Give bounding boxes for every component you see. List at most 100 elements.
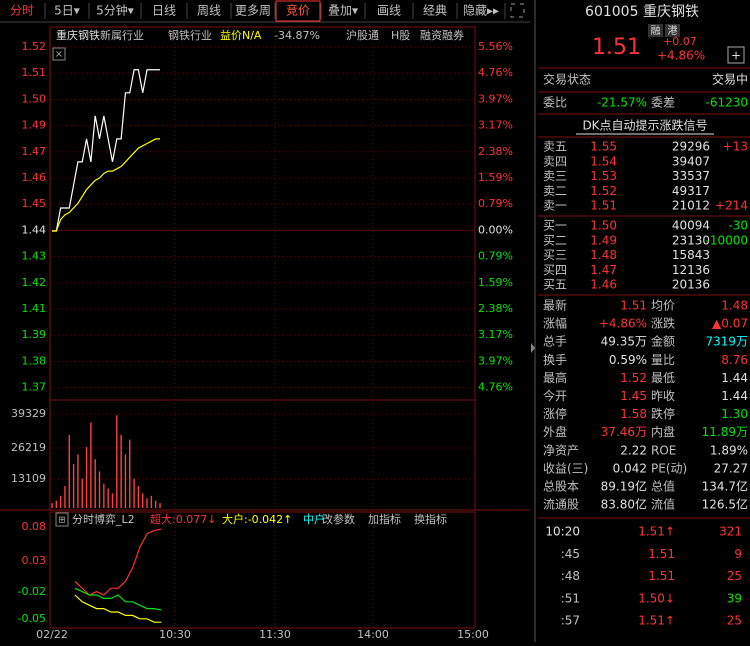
toolbar-tab[interactable]: 隐藏▸▸ [463,4,499,18]
close-box[interactable] [52,47,66,61]
time-tick-label: 15:00 [457,628,489,641]
stat-cell: 27.27 [714,461,748,475]
stat-cell: 1.51 [620,299,647,313]
indicator-button[interactable]: 加指标 [368,512,401,526]
indicator-name: 分时博弈_L2 [72,512,135,526]
stat-cell: 1.30 [721,407,748,421]
stat-cell: 流通股 [543,498,579,512]
tick-cell: 1.51 [648,569,675,583]
order-book-cell: 卖一 [543,199,567,213]
status-label: 交易状态 [543,72,591,87]
volume-tick-label: 13109 [11,472,46,485]
header-tag[interactable]: 融资融券 [420,28,464,42]
indicator-button[interactable]: 改参数 [322,512,355,526]
pct-tick-label: 2.38% [478,302,513,315]
stat-cell: 跌停 [651,406,675,421]
stat-cell: 收益(三) [543,461,588,475]
tick-cell: :48 [561,569,580,583]
header-tag[interactable]: H股 [391,29,410,42]
order-book-cell: 卖四 [543,154,567,168]
signal-link[interactable]: DK点自动提示涨跌信号 [582,118,707,133]
price-tick-label: 1.39 [22,328,47,341]
stat-cell: 1.52 [620,371,647,385]
price-tick-label: 1.52 [22,40,47,53]
close-icon[interactable]: × [55,49,63,60]
stat-cell: 最低 [651,371,675,385]
stat-cell: 外盘 [543,424,567,439]
order-book-cell: 15843 [672,248,710,262]
price-tick-label: 1.44 [22,223,47,236]
indicator-button[interactable]: 换指标 [414,512,447,526]
toolbar-tab[interactable]: 分时 [10,4,34,18]
order-book-cell: 1.49 [590,233,617,247]
stat-cell: 1.45 [620,389,647,403]
fullscreen-icon[interactable] [510,3,525,18]
stat-cell: 最高 [543,370,567,385]
toolbar-tab[interactable]: 日线 [152,4,176,18]
stat-cell: 134.7亿 [702,479,748,494]
volume-tick-label: 39329 [11,407,46,420]
stat-cell: 49.35万 [601,335,647,349]
stat-cell: 1.44 [721,371,748,385]
add-button[interactable] [727,46,745,64]
toolbar-tab[interactable]: 经典 [423,4,447,18]
stat-cell: 总值 [651,479,675,494]
stat-cell: 1.48 [721,299,748,313]
tick-cell: 321 [719,525,742,539]
indicator-frame [49,511,476,629]
toolbar-tab[interactable]: 5日▾ [54,4,80,18]
stat-cell: 涨跌 [651,316,675,331]
pct-tick-label: 5.56% [478,40,513,53]
stat-cell: 涨幅 [543,316,567,331]
pct-tick-label: 3.97% [478,92,513,105]
ratio-item: 委差 [651,96,675,110]
header-tag[interactable]: 沪股通 [346,28,379,42]
pct-tick-label: 0.79% [478,250,513,263]
add-icon[interactable]: + [731,49,741,63]
badge: 港 [668,25,678,37]
price-tick-label: 1.43 [22,250,47,263]
toolbar-tab[interactable]: 5分钟▾ [96,3,134,18]
last-price: 1.51 [592,35,641,60]
pct-tick-label: 0.00% [478,223,513,236]
stat-cell: 流值 [651,497,675,512]
tick-cell: 25 [727,614,742,628]
stat-cell: 126.5亿 [702,497,748,512]
indicator-expand-icon[interactable]: ⊞ [58,516,66,526]
stat-cell: 0.59% [609,353,647,367]
stat-cell: 金额 [651,334,675,349]
order-book-cell: 1.54 [590,154,617,168]
stat-cell: 总手 [543,335,567,349]
stat-cell: 0.042 [613,461,647,475]
toolbar-tab[interactable]: 画线 [377,4,401,18]
tick-cell: 1.51↑ [638,525,675,539]
indicator-value: 超大:0.077↓ [150,512,216,526]
indicator-expand[interactable] [55,512,69,527]
price-tick-label: 1.50 [22,92,47,105]
toolbar-tab[interactable]: 周线 [197,4,221,18]
toolbar-tab[interactable]: 叠加▾ [328,4,358,18]
header-item: 新属行业 [100,28,144,42]
time-tick-label: 11:30 [259,628,291,641]
stat-cell: 今开 [543,388,567,403]
price-tick-label: 1.45 [22,197,47,210]
stat-cell: 1.58 [620,407,647,421]
ratio-item: -21.57% [597,96,647,110]
stat-cell: 均价 [651,299,675,313]
price-tick-label: 1.41 [22,302,47,315]
pct-tick-label: 4.76% [478,66,513,79]
order-book-cell: 卖二 [543,184,567,198]
price-tick-label: 1.51 [22,66,47,79]
ratio-item: 委比 [543,96,567,110]
order-book-cell: 1.55 [590,140,617,154]
order-book-cell: 12136 [672,263,710,277]
stat-cell: 最新 [543,298,567,313]
collapse-arrow[interactable] [531,343,535,353]
order-book-cell: 卖三 [543,169,567,183]
order-book-cell: 买五 [543,278,567,292]
stat-cell: 11.89万 [702,425,748,439]
toolbar-tab[interactable]: 竞价 [286,4,310,18]
toolbar-tab[interactable]: 更多周 [235,4,271,18]
tab-active-box [275,0,321,22]
